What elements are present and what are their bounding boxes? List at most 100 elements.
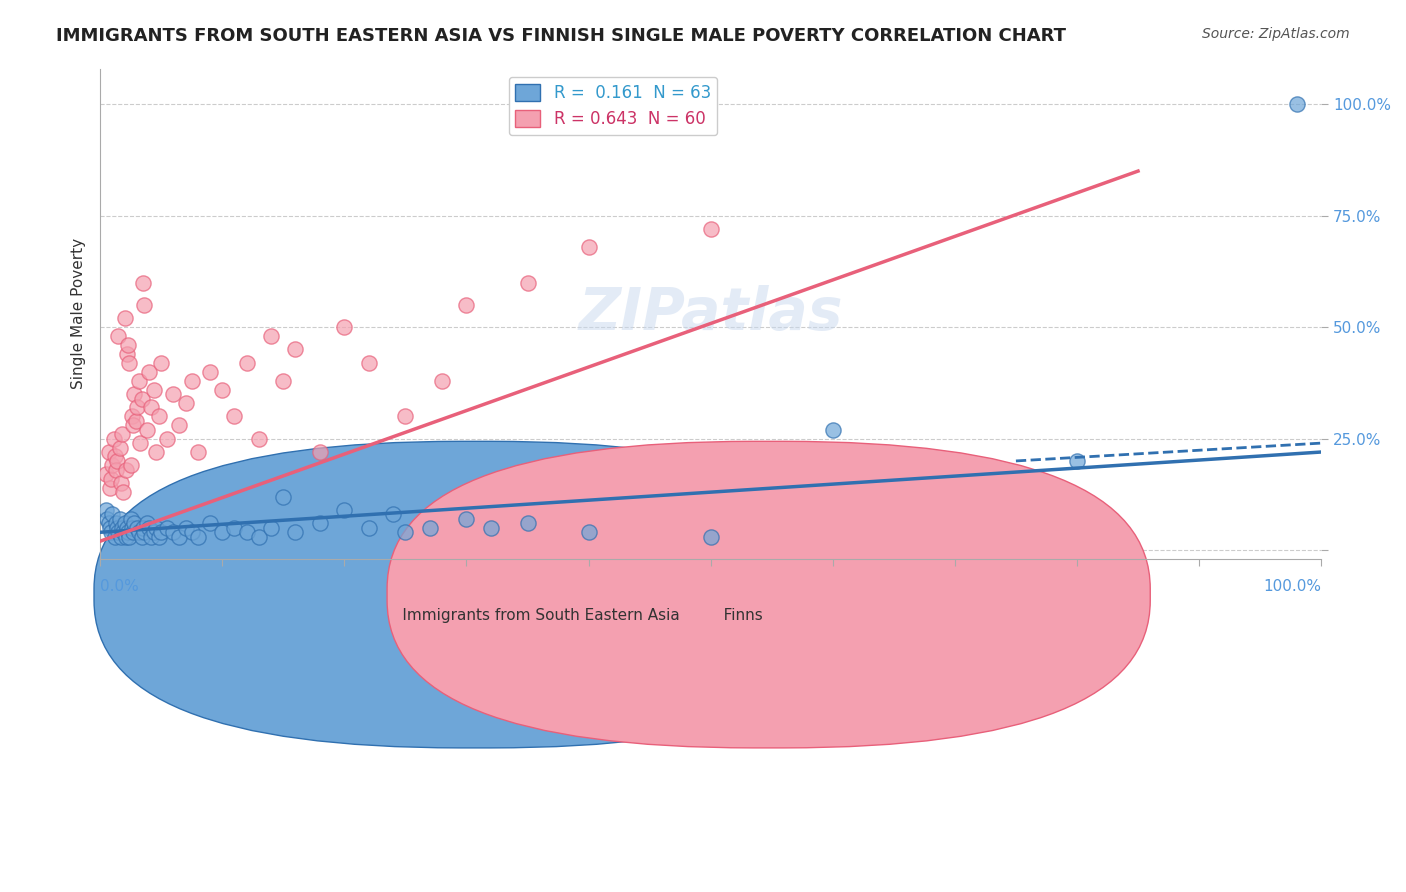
Point xyxy=(104,450,127,464)
Point xyxy=(98,481,121,495)
Point xyxy=(120,512,142,526)
Point xyxy=(1285,97,1308,112)
Point xyxy=(112,525,135,540)
Point xyxy=(169,418,191,433)
FancyBboxPatch shape xyxy=(387,442,1150,747)
Point xyxy=(357,356,380,370)
Point xyxy=(174,521,197,535)
Point xyxy=(135,516,157,531)
Point xyxy=(107,329,129,343)
Point xyxy=(105,454,128,468)
Point xyxy=(150,525,173,540)
Point xyxy=(124,414,146,428)
Point xyxy=(699,222,721,236)
Point xyxy=(271,374,294,388)
Point xyxy=(105,463,128,477)
Point xyxy=(578,240,600,254)
Point xyxy=(97,445,120,459)
Point xyxy=(112,485,135,500)
Point xyxy=(456,512,478,526)
Point xyxy=(224,521,246,535)
Point xyxy=(108,512,131,526)
Point xyxy=(333,320,356,334)
Point xyxy=(187,445,209,459)
Point xyxy=(187,530,209,544)
Point xyxy=(284,525,307,540)
Point xyxy=(110,476,132,491)
Point xyxy=(120,458,142,473)
Point xyxy=(180,374,202,388)
Point xyxy=(430,374,453,388)
Point xyxy=(114,530,136,544)
Point xyxy=(479,521,502,535)
Point xyxy=(211,383,233,397)
Point xyxy=(115,521,138,535)
Text: IMMIGRANTS FROM SOUTH EASTERN ASIA VS FINNISH SINGLE MALE POVERTY CORRELATION CH: IMMIGRANTS FROM SOUTH EASTERN ASIA VS FI… xyxy=(56,27,1066,45)
Point xyxy=(141,530,163,544)
Point xyxy=(169,530,191,544)
Point xyxy=(97,516,120,531)
Point xyxy=(124,387,146,401)
Point xyxy=(125,401,148,415)
Point xyxy=(148,409,170,424)
Point xyxy=(271,490,294,504)
Point xyxy=(117,525,139,540)
Point xyxy=(247,530,270,544)
Point xyxy=(122,418,145,433)
Point xyxy=(138,521,160,535)
Point xyxy=(129,436,152,450)
Point xyxy=(821,423,844,437)
Point xyxy=(107,525,129,540)
Text: 100.0%: 100.0% xyxy=(1263,579,1322,594)
Text: ZIPatlas: ZIPatlas xyxy=(578,285,844,343)
Point xyxy=(141,401,163,415)
Point xyxy=(128,374,150,388)
Point xyxy=(105,521,128,535)
Point xyxy=(114,311,136,326)
Point xyxy=(135,423,157,437)
Point xyxy=(96,503,118,517)
Point xyxy=(699,530,721,544)
Point xyxy=(162,525,184,540)
Point xyxy=(114,463,136,477)
Point xyxy=(419,521,441,535)
Point xyxy=(309,516,332,531)
Point xyxy=(333,503,356,517)
Point xyxy=(96,512,118,526)
Point xyxy=(111,521,134,535)
Point xyxy=(516,276,538,290)
Point xyxy=(132,525,155,540)
Point xyxy=(98,521,121,535)
Point xyxy=(284,343,307,357)
Point xyxy=(394,409,416,424)
Point xyxy=(309,445,332,459)
Point xyxy=(111,427,134,442)
Point xyxy=(101,458,124,473)
Point xyxy=(156,521,179,535)
Point xyxy=(142,383,165,397)
Point xyxy=(145,521,167,535)
Point xyxy=(128,525,150,540)
Point xyxy=(156,432,179,446)
Point xyxy=(105,516,128,531)
Point xyxy=(150,356,173,370)
Point xyxy=(110,530,132,544)
Point xyxy=(132,276,155,290)
Point xyxy=(235,525,257,540)
Point xyxy=(121,409,143,424)
Point xyxy=(103,432,125,446)
Text: Immigrants from South Eastern Asia         Finns: Immigrants from South Eastern Asia Finns xyxy=(378,608,762,624)
Legend: R =  0.161  N = 63, R = 0.643  N = 60: R = 0.161 N = 63, R = 0.643 N = 60 xyxy=(509,77,717,135)
FancyBboxPatch shape xyxy=(94,442,858,747)
Point xyxy=(117,338,139,352)
Text: Source: ZipAtlas.com: Source: ZipAtlas.com xyxy=(1202,27,1350,41)
Point xyxy=(121,521,143,535)
Point xyxy=(114,516,136,531)
Point xyxy=(118,356,141,370)
Point xyxy=(174,396,197,410)
Point xyxy=(516,516,538,531)
Point xyxy=(101,508,124,522)
Point xyxy=(132,521,155,535)
Point xyxy=(1066,454,1088,468)
Point xyxy=(394,525,416,540)
